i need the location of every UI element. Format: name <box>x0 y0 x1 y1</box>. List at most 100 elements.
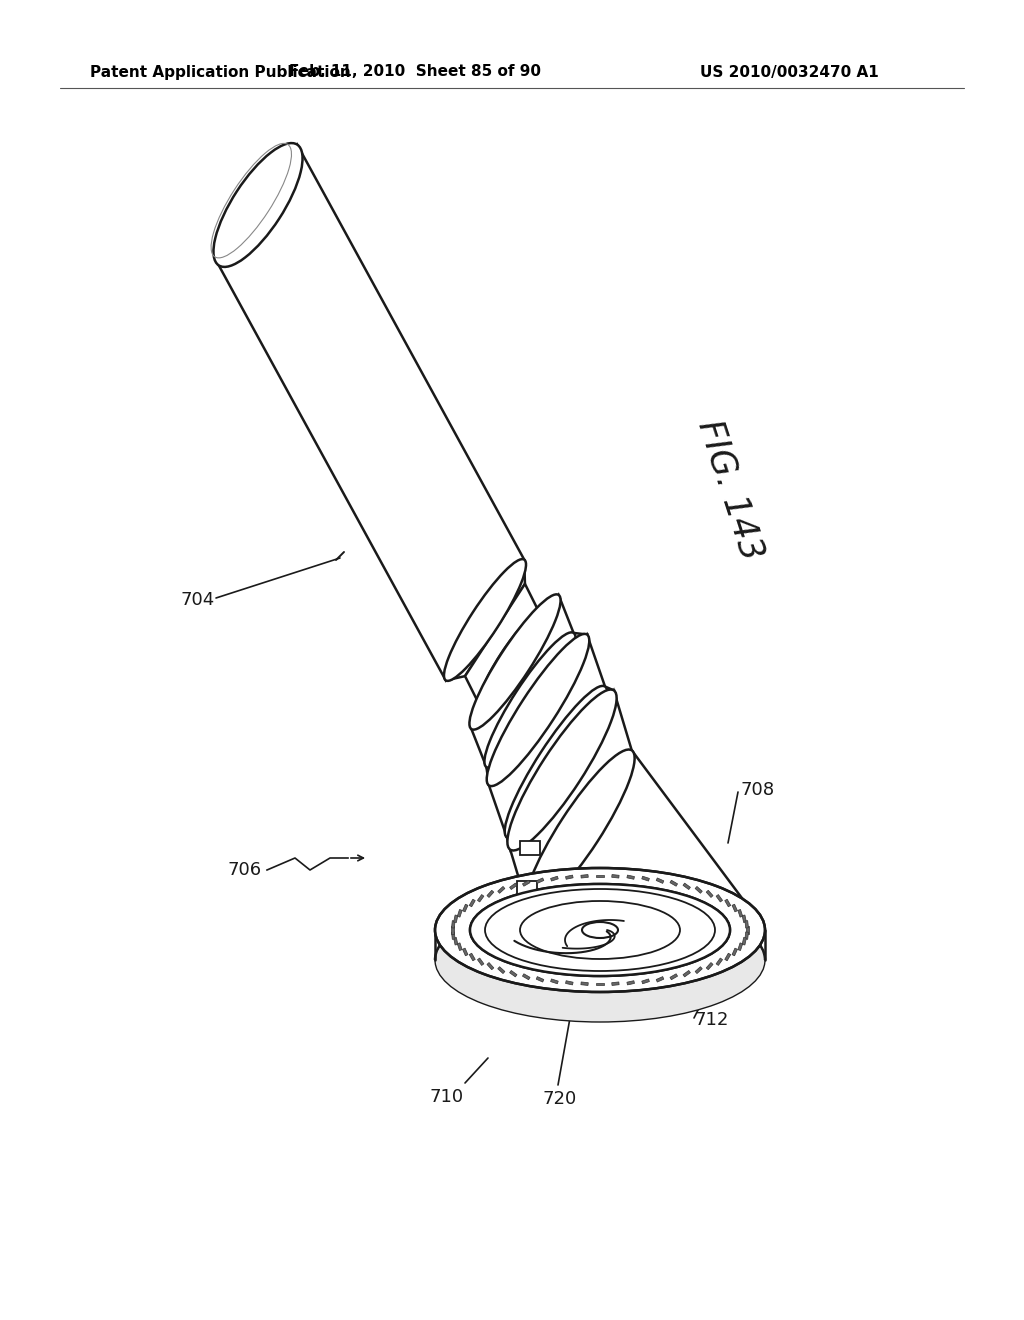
Polygon shape <box>511 899 516 904</box>
Polygon shape <box>538 894 543 898</box>
Polygon shape <box>732 948 737 956</box>
Polygon shape <box>477 895 484 902</box>
Text: 708: 708 <box>740 781 774 799</box>
Polygon shape <box>565 875 573 879</box>
Ellipse shape <box>505 686 607 838</box>
Polygon shape <box>708 906 712 912</box>
Polygon shape <box>452 932 455 940</box>
Ellipse shape <box>435 898 765 1022</box>
Polygon shape <box>707 962 713 970</box>
Text: Feb. 11, 2010  Sheet 85 of 90: Feb. 11, 2010 Sheet 85 of 90 <box>289 65 541 79</box>
Polygon shape <box>627 981 635 985</box>
Polygon shape <box>565 981 573 985</box>
Polygon shape <box>656 878 664 883</box>
Bar <box>520 841 540 855</box>
Polygon shape <box>488 906 493 912</box>
Polygon shape <box>611 982 620 986</box>
Polygon shape <box>707 890 713 898</box>
Polygon shape <box>445 560 525 680</box>
Polygon shape <box>738 942 742 950</box>
Polygon shape <box>469 953 475 961</box>
Polygon shape <box>743 929 744 937</box>
Polygon shape <box>739 924 741 932</box>
Polygon shape <box>643 892 648 895</box>
Polygon shape <box>219 145 524 680</box>
Polygon shape <box>507 686 613 850</box>
Polygon shape <box>552 892 557 895</box>
Text: 710: 710 <box>430 1088 464 1106</box>
Polygon shape <box>642 979 649 983</box>
Ellipse shape <box>469 594 560 730</box>
Polygon shape <box>452 920 455 928</box>
Polygon shape <box>522 974 530 979</box>
Ellipse shape <box>470 884 730 975</box>
Polygon shape <box>581 875 588 878</box>
Polygon shape <box>744 932 749 940</box>
Polygon shape <box>612 890 618 892</box>
Polygon shape <box>458 909 462 917</box>
Polygon shape <box>469 899 475 907</box>
Polygon shape <box>696 902 701 908</box>
Bar <box>517 880 537 895</box>
Polygon shape <box>471 915 474 921</box>
Polygon shape <box>523 896 528 900</box>
Polygon shape <box>465 583 540 706</box>
Polygon shape <box>683 970 690 977</box>
Polygon shape <box>657 894 663 898</box>
Polygon shape <box>454 937 458 945</box>
Polygon shape <box>732 904 737 912</box>
Polygon shape <box>510 690 632 909</box>
Polygon shape <box>742 937 746 945</box>
Polygon shape <box>725 953 731 961</box>
Polygon shape <box>479 909 482 916</box>
Polygon shape <box>463 948 468 956</box>
Ellipse shape <box>478 614 542 706</box>
Polygon shape <box>695 966 702 974</box>
Polygon shape <box>537 977 544 982</box>
Polygon shape <box>471 595 558 729</box>
Polygon shape <box>459 924 461 932</box>
Polygon shape <box>582 890 588 892</box>
Polygon shape <box>670 974 678 979</box>
Text: Patent Application Publication: Patent Application Publication <box>90 65 351 79</box>
Polygon shape <box>733 919 736 927</box>
Polygon shape <box>487 962 494 970</box>
Polygon shape <box>725 899 731 907</box>
Ellipse shape <box>520 902 680 960</box>
Ellipse shape <box>435 869 765 993</box>
Polygon shape <box>611 875 620 878</box>
Polygon shape <box>487 890 494 898</box>
Polygon shape <box>597 890 603 892</box>
Ellipse shape <box>213 143 302 267</box>
Polygon shape <box>746 927 749 933</box>
Polygon shape <box>596 875 603 878</box>
Polygon shape <box>498 887 505 894</box>
Polygon shape <box>684 899 689 904</box>
Ellipse shape <box>486 634 589 787</box>
Polygon shape <box>566 891 572 894</box>
Polygon shape <box>656 977 664 982</box>
Text: FIG. 143: FIG. 143 <box>691 416 769 565</box>
Polygon shape <box>499 902 504 908</box>
Polygon shape <box>628 891 634 894</box>
Polygon shape <box>537 878 544 883</box>
Text: 704: 704 <box>181 591 215 609</box>
Text: US 2010/0032470 A1: US 2010/0032470 A1 <box>700 65 879 79</box>
Polygon shape <box>726 915 729 921</box>
Polygon shape <box>695 887 702 894</box>
Polygon shape <box>458 942 462 950</box>
Polygon shape <box>464 919 467 927</box>
Polygon shape <box>551 876 558 880</box>
Polygon shape <box>642 876 649 880</box>
Polygon shape <box>452 927 454 933</box>
Polygon shape <box>551 979 558 983</box>
Text: 712: 712 <box>695 1011 729 1030</box>
Polygon shape <box>581 982 588 986</box>
Polygon shape <box>718 909 721 916</box>
Polygon shape <box>742 915 746 923</box>
Polygon shape <box>510 883 517 890</box>
Ellipse shape <box>525 750 635 911</box>
Polygon shape <box>489 635 605 837</box>
Polygon shape <box>627 875 635 879</box>
Polygon shape <box>671 896 677 900</box>
